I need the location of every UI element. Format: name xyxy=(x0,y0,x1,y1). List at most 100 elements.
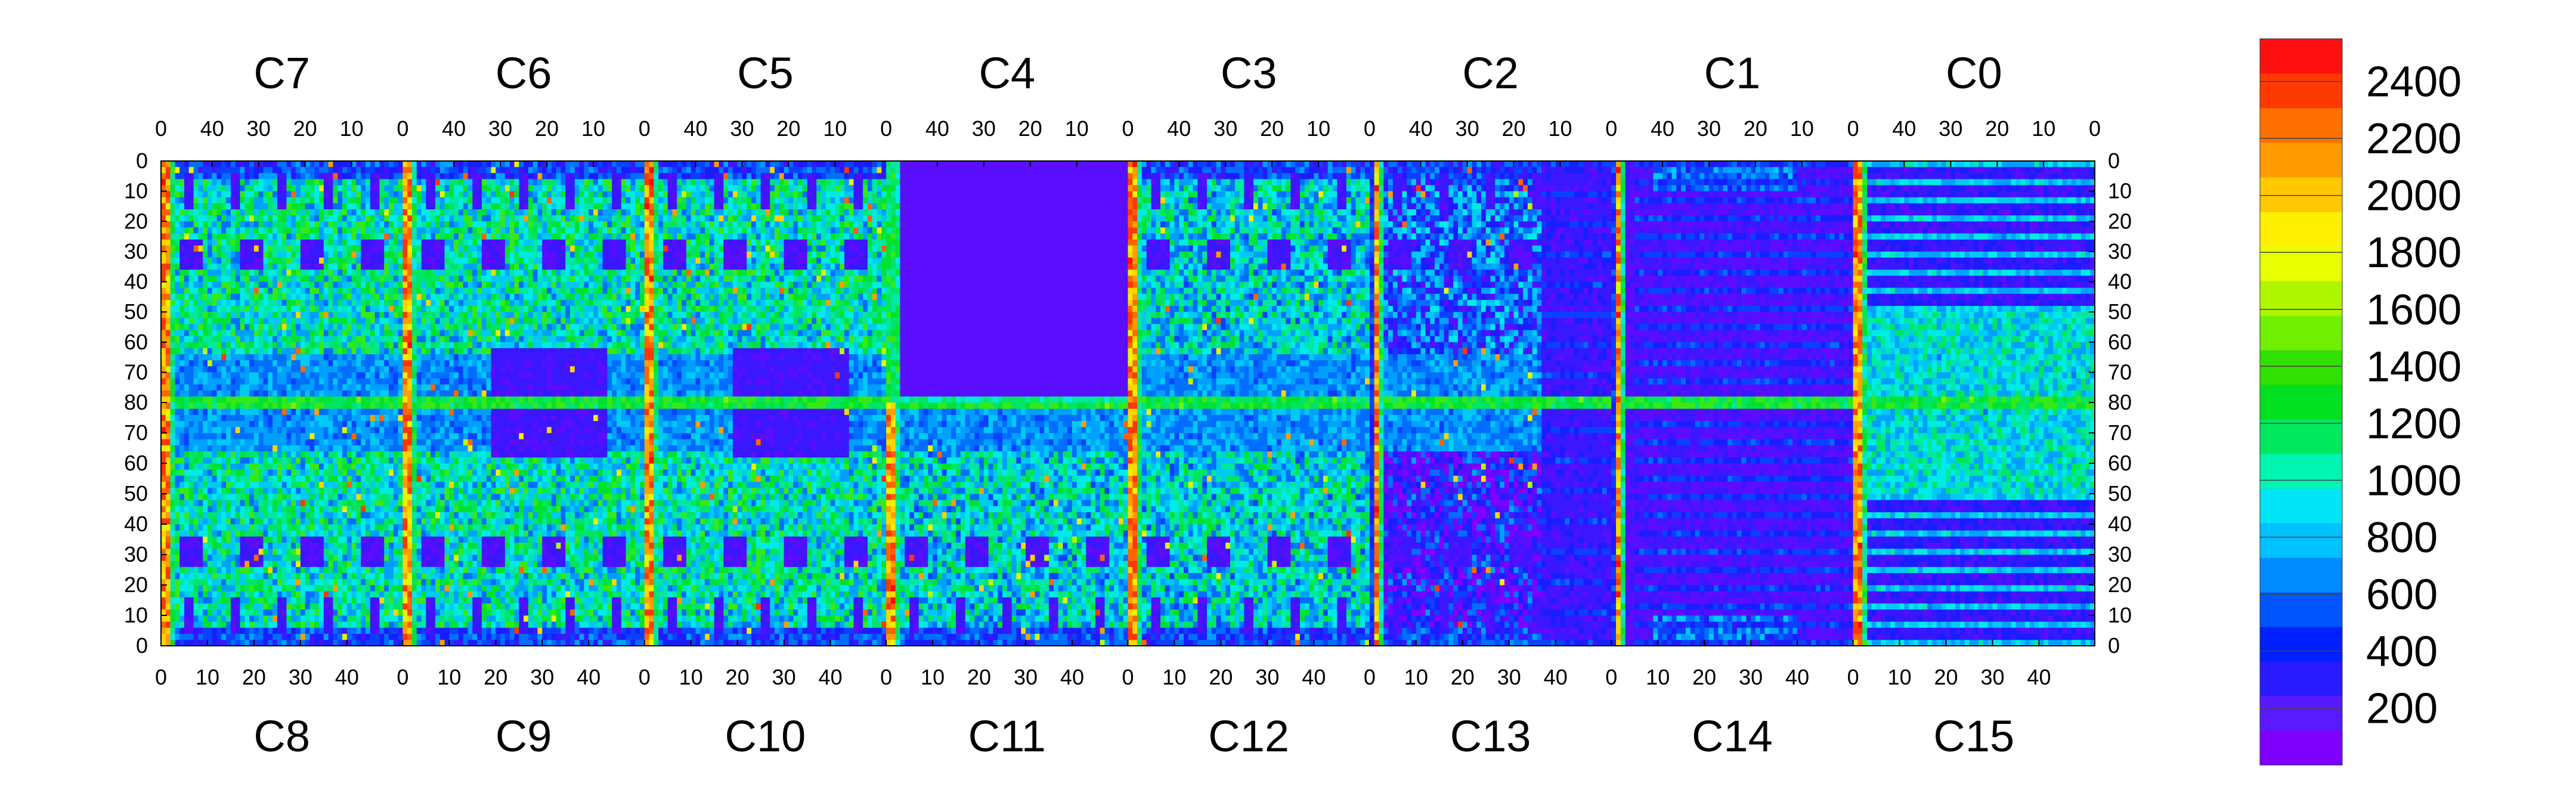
heatmap-cell xyxy=(314,287,320,295)
heatmap-cell xyxy=(672,209,677,216)
heatmap-cell xyxy=(691,342,696,349)
heatmap-cell xyxy=(728,173,733,179)
heatmap-cell xyxy=(472,281,478,289)
heatmap-cell xyxy=(193,264,199,270)
heatmap-cell xyxy=(467,258,473,264)
heatmap-cell xyxy=(165,167,171,174)
heatmap-cell xyxy=(249,197,255,204)
heatmap-cell xyxy=(411,227,417,234)
heatmap-cell xyxy=(472,191,478,198)
heatmap-cell xyxy=(402,372,408,379)
heatmap-cell xyxy=(626,306,631,312)
heatmap-cell xyxy=(366,275,371,282)
heatmap-cell xyxy=(570,221,575,228)
heatmap-cell xyxy=(458,336,464,343)
heatmap-cell xyxy=(616,197,622,204)
heatmap-cell xyxy=(281,185,287,192)
heatmap-cell xyxy=(500,293,506,301)
heatmap-cell xyxy=(421,378,426,385)
heatmap-cell xyxy=(602,390,608,397)
heatmap-cell xyxy=(319,221,324,228)
heatmap-cell xyxy=(644,227,649,234)
heatmap-cell xyxy=(532,221,538,228)
heatmap-cell xyxy=(407,378,413,385)
heatmap-cell xyxy=(374,161,380,168)
heatmap-cell xyxy=(449,360,454,367)
heatmap-cell xyxy=(491,203,496,210)
heatmap-cell xyxy=(644,378,649,385)
heatmap-cell xyxy=(658,360,664,367)
heatmap-cell xyxy=(732,390,738,397)
heatmap-cell xyxy=(286,209,292,216)
heatmap-cell xyxy=(384,221,389,228)
heatmap-cell xyxy=(300,215,306,222)
heatmap-cell xyxy=(537,227,543,234)
heatmap-cell xyxy=(737,293,742,301)
heatmap-cell xyxy=(509,264,515,270)
heatmap-cell xyxy=(161,197,166,204)
heatmap-cell xyxy=(281,167,287,174)
heatmap-cell xyxy=(253,281,259,289)
heatmap-cell xyxy=(309,324,315,330)
heatmap-cell xyxy=(597,299,603,306)
heatmap-cell xyxy=(723,312,729,318)
heatmap-cell xyxy=(268,384,273,391)
heatmap-cell xyxy=(444,233,450,240)
heatmap-cell xyxy=(472,372,478,379)
heatmap-cell xyxy=(454,251,459,258)
heatmap-cell xyxy=(235,306,240,312)
heatmap-cell xyxy=(338,221,343,228)
heatmap-cell xyxy=(179,342,185,349)
heatmap-cell xyxy=(170,185,175,192)
heatmap-cell xyxy=(374,264,380,270)
heatmap-cell xyxy=(477,287,482,295)
heatmap-cell xyxy=(621,366,626,373)
heatmap-cell xyxy=(630,324,636,330)
heatmap-cell xyxy=(281,233,287,240)
heatmap-cell xyxy=(509,293,515,301)
heatmap-cell xyxy=(705,251,710,258)
heatmap-cell xyxy=(602,330,608,337)
heatmap-cell xyxy=(207,281,213,289)
heatmap-cell xyxy=(323,384,329,391)
heatmap-cell xyxy=(467,378,473,385)
heatmap-cell xyxy=(258,203,264,210)
heatmap-cell xyxy=(305,203,310,210)
heatmap-cell xyxy=(175,197,180,204)
heatmap-cell xyxy=(319,384,324,391)
heatmap-cell xyxy=(273,258,278,264)
heatmap-cell xyxy=(649,312,654,318)
heatmap-cell xyxy=(291,306,296,312)
heatmap-cell xyxy=(463,299,468,306)
heatmap-cell xyxy=(435,203,441,210)
heatmap-cell xyxy=(361,209,366,216)
heatmap-cell xyxy=(514,312,519,318)
heatmap-cell xyxy=(723,161,729,168)
heatmap-cell xyxy=(458,221,464,228)
heatmap-cell xyxy=(686,245,692,252)
heatmap-cell xyxy=(700,354,705,361)
heatmap-cell xyxy=(439,264,445,270)
heatmap-cell xyxy=(221,251,227,258)
heatmap-cell xyxy=(542,185,547,192)
heatmap-cell xyxy=(700,209,705,216)
heatmap-cell xyxy=(407,167,413,174)
heatmap-cell xyxy=(370,390,376,397)
heatmap-cell xyxy=(621,239,626,246)
heatmap-cell xyxy=(277,348,283,355)
heatmap-cell xyxy=(305,366,310,373)
heatmap-cell xyxy=(570,239,575,246)
heatmap-cell xyxy=(323,287,329,295)
heatmap-cell xyxy=(589,179,594,185)
heatmap-cell xyxy=(203,299,208,306)
heatmap-cell xyxy=(319,185,324,192)
heatmap-cell xyxy=(216,203,222,210)
heatmap-cell xyxy=(435,185,441,192)
heatmap-cell xyxy=(537,324,543,330)
heatmap-cell xyxy=(486,318,491,324)
heatmap-cell xyxy=(691,179,696,185)
heatmap-cell xyxy=(244,275,250,282)
heatmap-cell xyxy=(356,258,361,264)
heatmap-cell xyxy=(528,264,534,270)
heatmap-cell xyxy=(393,287,398,295)
